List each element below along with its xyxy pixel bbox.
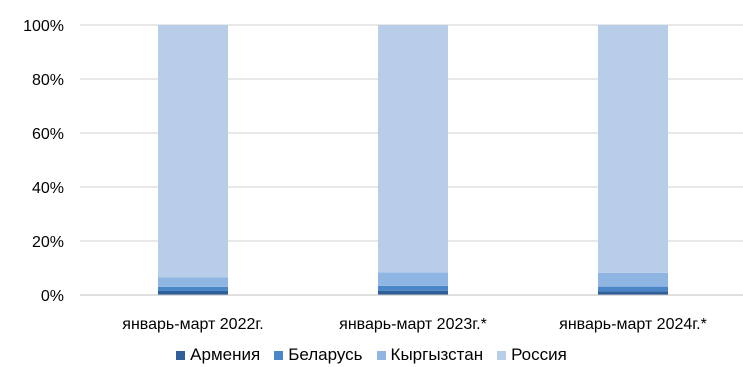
bar-segment bbox=[158, 277, 228, 287]
legend-item: Беларусь bbox=[274, 345, 363, 365]
bar-segment bbox=[158, 290, 228, 295]
x-tick-label: январь-март 2022г. bbox=[122, 316, 263, 333]
y-tick-label: 100% bbox=[23, 18, 64, 35]
bar-segment bbox=[378, 290, 448, 295]
x-tick-label: январь-март 2023г.* bbox=[339, 316, 487, 333]
legend-label: Кыргызстан bbox=[390, 345, 484, 364]
bar-segment bbox=[598, 286, 668, 292]
legend-item: Кыргызстан bbox=[376, 345, 484, 365]
legend-swatch bbox=[176, 350, 186, 360]
bar-segment bbox=[598, 272, 668, 287]
legend-label: Армения bbox=[190, 345, 261, 364]
x-axis-ticks: январь-март 2022г. январь-март 2023г.* янв… bbox=[122, 316, 707, 333]
bar-segment bbox=[378, 272, 448, 286]
chart-plot: 0%20%40%60%80%100% январь-март 2022г. янв… bbox=[23, 18, 743, 333]
legend-swatch bbox=[274, 350, 284, 360]
legend-item: Армения bbox=[176, 345, 260, 365]
legend: Армения Беларусь Кыргызстан Россия bbox=[0, 343, 743, 367]
bar-segment bbox=[378, 285, 448, 291]
legend-item: Россия bbox=[497, 345, 567, 365]
y-tick-label: 0% bbox=[41, 288, 64, 305]
bar-segment bbox=[158, 286, 228, 291]
legend-label: Беларусь bbox=[288, 345, 363, 364]
x-tick-label: январь-март 2024г.* bbox=[559, 316, 707, 333]
bar-segment bbox=[598, 25, 668, 273]
bar-segment bbox=[598, 291, 668, 295]
y-axis-ticks: 0% 20% 40% 60% 80% 100% bbox=[23, 18, 64, 305]
legend-swatch bbox=[497, 350, 507, 360]
legend-label: Россия bbox=[511, 345, 567, 364]
y-tick-label: 40% bbox=[32, 180, 64, 197]
bars bbox=[158, 25, 668, 295]
y-tick-label: 80% bbox=[32, 72, 64, 89]
y-tick-label: 60% bbox=[32, 126, 64, 143]
bar-segment bbox=[378, 25, 448, 273]
legend-swatch bbox=[376, 350, 386, 360]
y-tick-label: 20% bbox=[32, 234, 64, 251]
bar-segment bbox=[158, 25, 228, 278]
